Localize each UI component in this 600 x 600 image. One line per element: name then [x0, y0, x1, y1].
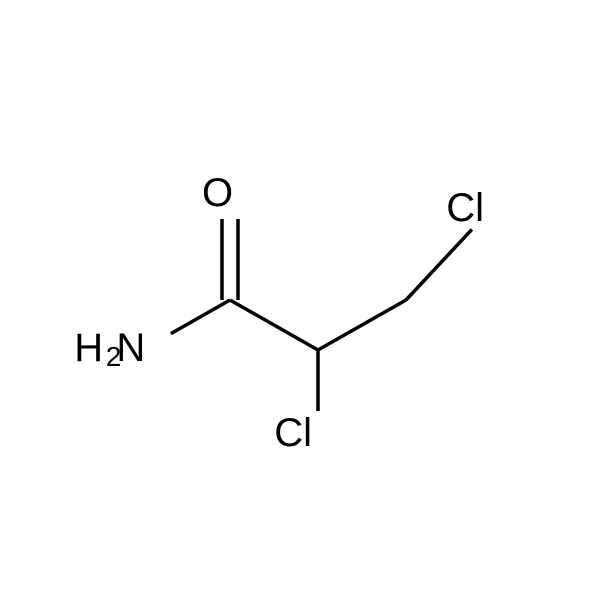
- atom-label: O: [202, 171, 233, 215]
- bond: [230, 300, 318, 350]
- atom-label: Cl: [274, 411, 312, 455]
- bond: [171, 300, 230, 334]
- atom-label: Cl: [446, 186, 484, 230]
- bond: [406, 229, 472, 300]
- bond: [318, 300, 406, 350]
- molecule-diagram: H2N O Cl Cl: [0, 0, 600, 600]
- atom-label: H2N: [74, 326, 145, 373]
